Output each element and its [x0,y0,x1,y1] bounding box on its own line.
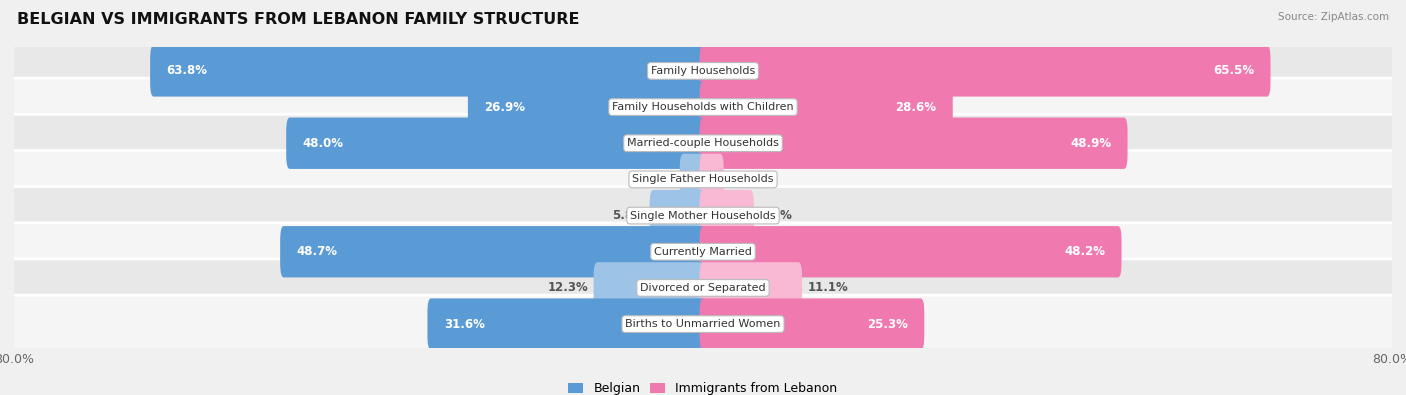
FancyBboxPatch shape [700,298,924,350]
Text: Source: ZipAtlas.com: Source: ZipAtlas.com [1278,12,1389,22]
Text: 31.6%: 31.6% [444,318,485,331]
Text: Divorced or Separated: Divorced or Separated [640,283,766,293]
FancyBboxPatch shape [7,259,1399,317]
FancyBboxPatch shape [700,81,953,133]
Text: BELGIAN VS IMMIGRANTS FROM LEBANON FAMILY STRUCTURE: BELGIAN VS IMMIGRANTS FROM LEBANON FAMIL… [17,12,579,27]
FancyBboxPatch shape [427,298,706,350]
Text: 48.7%: 48.7% [297,245,337,258]
FancyBboxPatch shape [700,190,754,241]
FancyBboxPatch shape [593,262,706,314]
Text: 25.3%: 25.3% [868,318,908,331]
Text: 2.0%: 2.0% [728,173,762,186]
Text: 48.9%: 48.9% [1070,137,1111,150]
FancyBboxPatch shape [700,154,724,205]
Text: 28.6%: 28.6% [896,101,936,114]
FancyBboxPatch shape [650,190,706,241]
FancyBboxPatch shape [7,187,1399,245]
FancyBboxPatch shape [468,81,706,133]
Text: Births to Unmarried Women: Births to Unmarried Women [626,319,780,329]
FancyBboxPatch shape [679,154,706,205]
Text: 26.9%: 26.9% [484,101,526,114]
Text: 63.8%: 63.8% [166,64,208,77]
FancyBboxPatch shape [700,262,801,314]
Text: Family Households with Children: Family Households with Children [612,102,794,112]
FancyBboxPatch shape [287,118,706,169]
Text: Single Mother Households: Single Mother Households [630,211,776,220]
Text: 5.5%: 5.5% [759,209,792,222]
FancyBboxPatch shape [7,114,1399,172]
Text: 2.3%: 2.3% [643,173,675,186]
FancyBboxPatch shape [7,78,1399,136]
FancyBboxPatch shape [150,45,706,97]
Text: 48.2%: 48.2% [1064,245,1105,258]
Text: 5.8%: 5.8% [612,209,644,222]
Legend: Belgian, Immigrants from Lebanon: Belgian, Immigrants from Lebanon [568,382,838,395]
Text: 48.0%: 48.0% [302,137,343,150]
FancyBboxPatch shape [700,226,1122,277]
Text: 11.1%: 11.1% [807,281,848,294]
Text: Currently Married: Currently Married [654,247,752,257]
FancyBboxPatch shape [7,150,1399,208]
Text: Married-couple Households: Married-couple Households [627,138,779,148]
Text: 65.5%: 65.5% [1213,64,1254,77]
Text: 12.3%: 12.3% [548,281,589,294]
FancyBboxPatch shape [700,45,1271,97]
FancyBboxPatch shape [700,118,1128,169]
FancyBboxPatch shape [7,295,1399,353]
FancyBboxPatch shape [7,223,1399,281]
FancyBboxPatch shape [280,226,706,277]
Text: Family Households: Family Households [651,66,755,76]
Text: Single Father Households: Single Father Households [633,175,773,184]
FancyBboxPatch shape [7,42,1399,100]
